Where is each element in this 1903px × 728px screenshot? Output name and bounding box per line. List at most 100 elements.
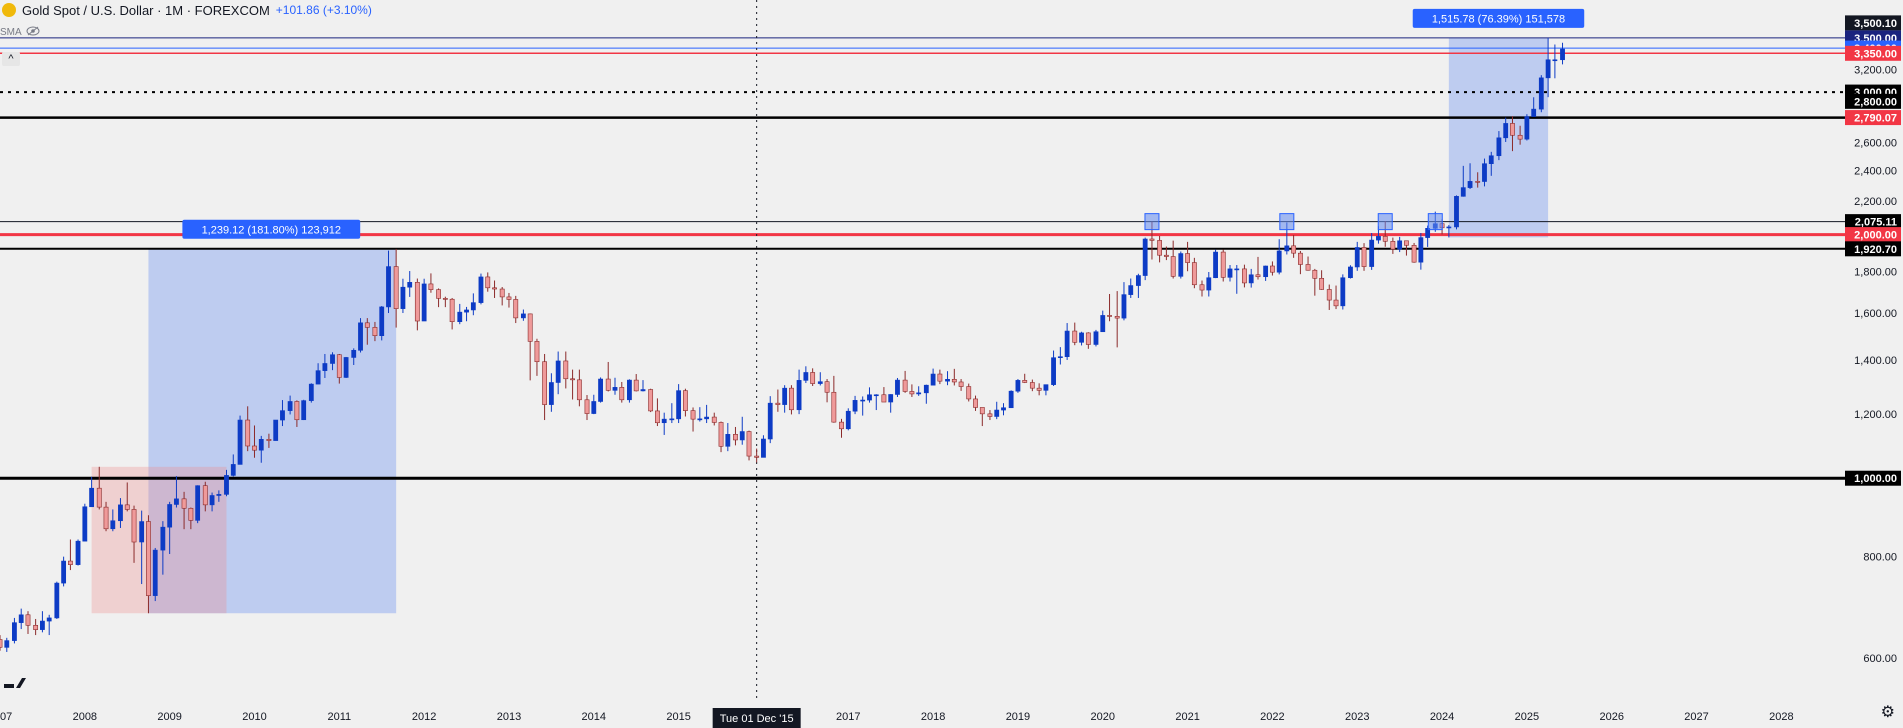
candle[interactable] (1545, 37, 1551, 98)
candle[interactable] (245, 406, 251, 452)
candle[interactable] (563, 351, 569, 389)
candle[interactable] (1503, 117, 1509, 142)
candle[interactable] (655, 398, 660, 427)
candle[interactable] (542, 353, 547, 421)
candle[interactable] (979, 407, 985, 427)
axis-price-label-3,350.00[interactable]: 3,350.00 (1845, 45, 1901, 61)
candle[interactable] (1114, 291, 1120, 348)
candle[interactable] (202, 481, 208, 512)
candle[interactable] (351, 348, 357, 366)
candle[interactable] (89, 476, 95, 508)
candle[interactable] (1248, 268, 1254, 288)
candle[interactable] (237, 415, 243, 465)
candle[interactable] (1157, 235, 1162, 263)
candle[interactable] (1178, 251, 1184, 279)
candle[interactable] (280, 400, 285, 427)
candle[interactable] (1397, 236, 1403, 253)
candle[interactable] (958, 379, 964, 391)
candle[interactable] (46, 614, 52, 636)
candle[interactable] (1057, 347, 1063, 365)
candle[interactable] (216, 490, 222, 502)
candle[interactable] (1036, 383, 1042, 396)
candle[interactable] (343, 356, 349, 378)
symbol-title[interactable]: Gold Spot / U.S. Dollar · 1M · FOREXCOM (22, 2, 270, 18)
candle[interactable] (96, 466, 102, 510)
candle[interactable] (746, 430, 752, 461)
candle[interactable] (1220, 249, 1226, 282)
candle[interactable] (1135, 273, 1141, 298)
candle[interactable] (782, 385, 788, 413)
candle[interactable] (1326, 284, 1332, 310)
candle[interactable] (1560, 42, 1565, 65)
candle[interactable] (513, 295, 519, 324)
candle[interactable] (789, 385, 794, 415)
candle[interactable] (1319, 270, 1325, 290)
candle[interactable] (937, 369, 943, 385)
candle[interactable] (520, 309, 526, 321)
candle[interactable] (266, 433, 272, 448)
candle[interactable] (711, 412, 717, 426)
candle[interactable] (584, 395, 590, 421)
candle[interactable] (725, 423, 731, 452)
axis-price-label-2,000.00[interactable]: 2,000.00 (1845, 227, 1901, 243)
candle[interactable] (252, 425, 257, 458)
candle[interactable] (817, 372, 823, 386)
candle[interactable] (1234, 265, 1240, 294)
candle[interactable] (287, 395, 293, 415)
axis-price-label-3,500.10[interactable]: 3,500.10 (1845, 15, 1901, 31)
candle[interactable] (633, 374, 639, 392)
candle[interactable] (534, 338, 540, 376)
candle[interactable] (1298, 250, 1303, 275)
candle[interactable] (733, 426, 738, 446)
candle[interactable] (1270, 261, 1275, 276)
candle[interactable] (945, 371, 950, 386)
candle[interactable] (612, 377, 618, 395)
candle[interactable] (902, 370, 908, 393)
candle[interactable] (4, 637, 10, 652)
candle[interactable] (464, 306, 469, 322)
candle[interactable] (669, 403, 675, 424)
candle[interactable] (527, 313, 533, 381)
candle[interactable] (195, 485, 201, 524)
candle[interactable] (167, 501, 173, 555)
candle[interactable] (1531, 97, 1537, 117)
candle[interactable] (1488, 151, 1494, 176)
candle[interactable] (605, 361, 611, 392)
candle[interactable] (867, 387, 872, 403)
candle[interactable] (301, 399, 307, 421)
candle[interactable] (739, 416, 745, 445)
candle[interactable] (124, 482, 130, 512)
candle[interactable] (82, 503, 88, 542)
candle[interactable] (598, 377, 603, 403)
candle[interactable] (895, 377, 900, 397)
candle[interactable] (1460, 165, 1466, 197)
candle[interactable] (1199, 280, 1205, 297)
candle[interactable] (718, 421, 724, 453)
candle[interactable] (810, 368, 816, 386)
candle[interactable] (1128, 278, 1134, 298)
candle[interactable] (1496, 131, 1502, 161)
candle[interactable] (570, 369, 575, 400)
candle[interactable] (457, 303, 463, 325)
candle[interactable] (336, 353, 342, 384)
candle[interactable] (1093, 329, 1099, 347)
candle[interactable] (499, 286, 505, 306)
candle[interactable] (640, 380, 646, 392)
candle[interactable] (1404, 240, 1409, 256)
candle[interactable] (160, 521, 166, 575)
candle[interactable] (1482, 158, 1487, 187)
candle[interactable] (12, 617, 17, 644)
axis-price-label-2,075.11[interactable]: 2,075.11 (1845, 214, 1901, 230)
candle[interactable] (139, 510, 145, 585)
candle[interactable] (1185, 241, 1190, 272)
eye-hidden-icon[interactable] (26, 26, 40, 39)
candle[interactable] (1552, 44, 1558, 79)
gear-icon[interactable]: ⚙ (1880, 704, 1895, 721)
candle[interactable] (1163, 246, 1169, 261)
candle[interactable] (492, 280, 497, 298)
candle[interactable] (188, 507, 194, 530)
candle[interactable] (1191, 257, 1197, 289)
candle[interactable] (152, 547, 158, 602)
candle[interactable] (627, 379, 632, 403)
candle[interactable] (754, 448, 760, 463)
